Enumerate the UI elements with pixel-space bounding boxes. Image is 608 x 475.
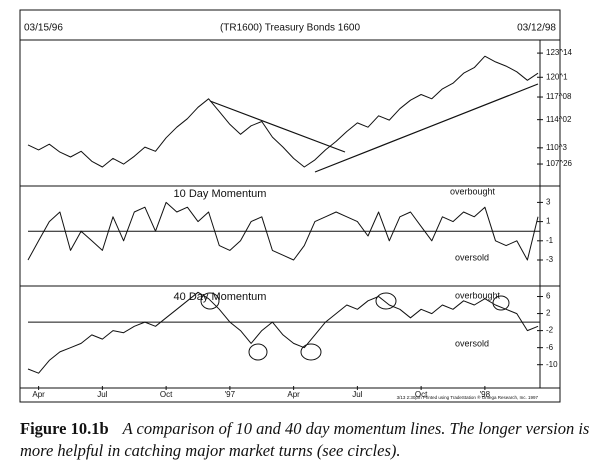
footer-note: 3/13 2:30pm Printed using TradeStation ®…: [397, 394, 539, 400]
annotation: oversold: [455, 338, 489, 348]
x-tick-label: Apr: [287, 390, 300, 399]
x-tick-label: Apr: [32, 390, 45, 399]
end-date: 03/12/98: [517, 23, 556, 34]
annotation: overbought: [450, 186, 496, 196]
chart: 03/15/96 (TR1600) Treasury Bonds 1600 03…: [19, 9, 573, 403]
data-line: [27, 291, 539, 374]
y-tick-label: -1: [546, 236, 554, 245]
y-tick-label: 120^1: [546, 72, 568, 81]
circle: [248, 343, 268, 361]
y-tick-label: 2: [546, 309, 551, 318]
data-line: [27, 55, 539, 168]
chart-title: (TR1600) Treasury Bonds 1600: [220, 23, 361, 34]
y-tick-label: 3: [546, 198, 551, 207]
y-tick-label: -10: [546, 360, 558, 369]
annotation: oversold: [455, 252, 489, 262]
turn-circles: [200, 292, 510, 361]
y-tick-label: 123^14: [546, 48, 573, 57]
trendline: [314, 83, 539, 173]
y-tick-label: 110^3: [546, 143, 568, 152]
y-tick-label: 114^02: [546, 115, 572, 124]
data-line: [27, 201, 539, 261]
x-tick-label: Jul: [352, 390, 362, 399]
annotation: overbought: [455, 290, 501, 300]
y-tick-label: -2: [546, 326, 554, 335]
y-tick-label: 6: [546, 292, 551, 301]
circle: [375, 292, 397, 310]
y-tick-label: -6: [546, 343, 554, 352]
caption-text: A comparison of 10 and 40 day momentum l…: [20, 419, 590, 460]
y-tick-label: 117^08: [546, 92, 572, 101]
circle: [200, 292, 220, 310]
caption: Figure 10.1b A comparison of 10 and 40 da…: [20, 418, 590, 462]
panel-title: 10 Day Momentum: [174, 188, 267, 200]
x-tick-label: Oct: [415, 390, 428, 399]
frame: [19, 9, 561, 403]
y-tick-label: 107^26: [546, 159, 573, 168]
start-date: 03/15/96: [24, 23, 63, 34]
circle: [492, 295, 510, 311]
x-tick-label: '98: [480, 390, 491, 399]
y-tick-label: -3: [546, 255, 554, 264]
trendline: [209, 100, 346, 153]
x-tick-label: Jul: [97, 390, 107, 399]
caption-label: Figure 10.1b: [20, 419, 109, 438]
y-tick-label: 1: [546, 217, 551, 226]
x-tick-label: Oct: [160, 390, 173, 399]
circle: [300, 343, 322, 361]
x-tick-label: '97: [225, 390, 236, 399]
